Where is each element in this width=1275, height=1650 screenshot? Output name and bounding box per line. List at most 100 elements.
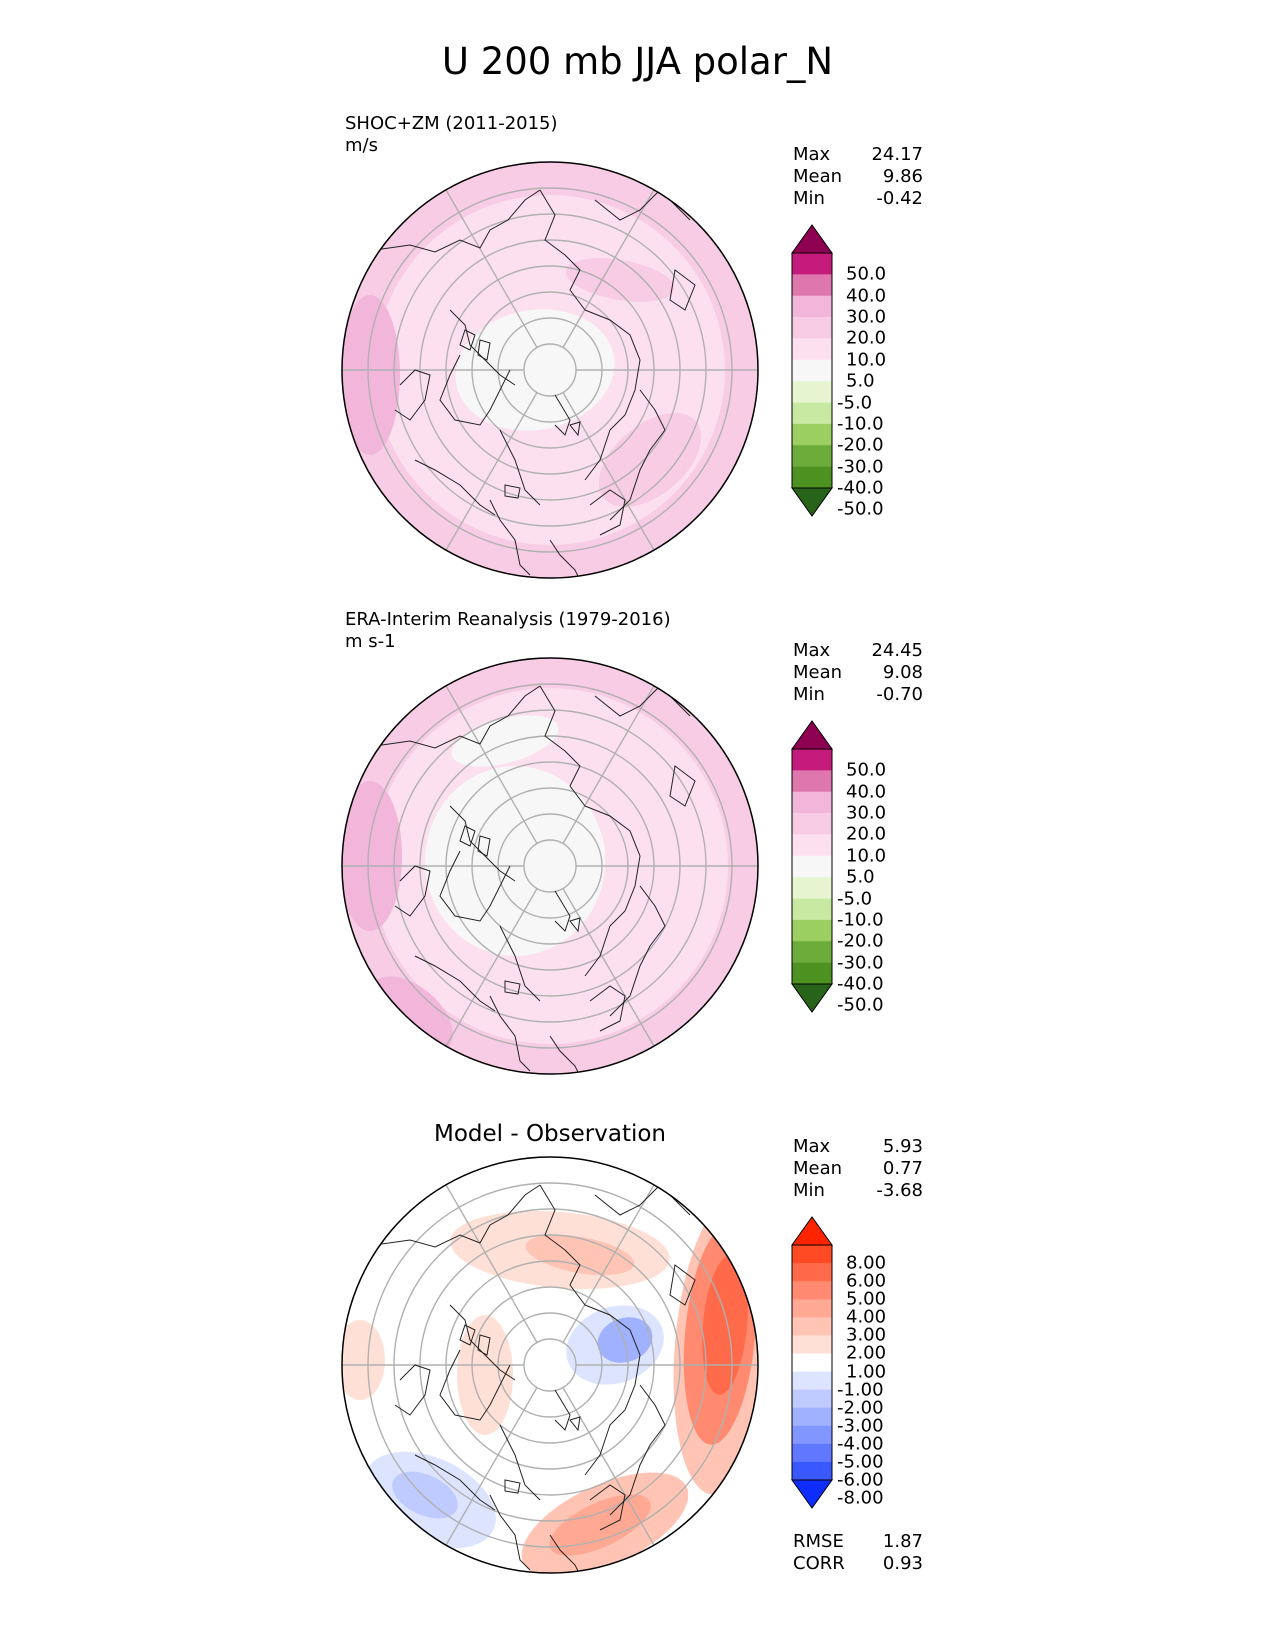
colorbar-tick-label: 20.0: [846, 823, 887, 845]
colorbar-tick-label: -20.0: [837, 930, 884, 952]
polar-map-observation: [341, 657, 759, 1075]
colorbar-segment: [792, 1371, 832, 1391]
colorbar-tick-label: -50.0: [837, 498, 884, 520]
coastline-segment: [459, 1324, 476, 1346]
colorbar-extend-bottom: [791, 983, 833, 1013]
coastline-segment: [669, 269, 696, 311]
contour-region: [342, 1320, 385, 1400]
coastline-segment: [394, 369, 431, 421]
metrics-box: RMSE 1.87 CORR 0.93: [793, 1531, 923, 1574]
colorbar-extend-top: [791, 224, 833, 254]
colorbar-segment: [792, 855, 832, 878]
meridian-line: [562, 392, 655, 551]
coastline-segment: [477, 1334, 491, 1356]
colorbar-outline: [791, 252, 833, 489]
contour-region: [702, 1255, 748, 1395]
colorbar-tick-label: 30.0: [846, 306, 887, 328]
figure-title: U 200 mb JJA polar_N: [441, 40, 834, 83]
contour-region: [565, 258, 675, 302]
colorbar-tick-label: -20.0: [837, 434, 884, 456]
contour-region: [392, 1471, 458, 1519]
coastline-segment: [449, 309, 516, 386]
coastline-segment: [374, 189, 541, 253]
colorbar-segment: [792, 1389, 832, 1409]
colorbar-segment: [792, 466, 832, 489]
map-boundary: [341, 161, 759, 579]
colorbar-segment: [792, 317, 832, 339]
meridian-line: [445, 392, 538, 551]
colorbar-tick-label: 5.0: [846, 866, 875, 888]
colorbar-tick-label: 3.00: [846, 1324, 887, 1346]
colorbar-extend-bottom: [791, 487, 833, 517]
colorbar-outline: [791, 1244, 833, 1481]
coastline-segment: [584, 805, 641, 977]
coastlines: [374, 1184, 696, 1573]
coastline-segment: [439, 1349, 511, 1421]
coastlines: [374, 189, 696, 578]
coastline-segment: [459, 825, 476, 847]
colorbar-segment: [792, 962, 832, 985]
coastline-segment: [504, 1479, 521, 1494]
colorbar-tick-label: -5.0: [837, 888, 873, 910]
coastline-segment: [594, 685, 691, 717]
colorbar-tick-label: 5.00: [846, 1288, 887, 1310]
colorbar-segment: [792, 1245, 832, 1264]
colorbar-tick-label: -6.00: [837, 1469, 884, 1491]
colorbar-tick-label: -2.00: [837, 1397, 884, 1419]
colorbar-extend-top: [791, 720, 833, 750]
colorbar-tick-label: -10.0: [837, 909, 884, 931]
colorbar-segment: [792, 295, 832, 318]
colorbar-tick-label: 6.00: [846, 1270, 887, 1292]
coastline-segment: [539, 1184, 586, 1306]
map-boundary: [341, 1156, 759, 1574]
coastline-segment: [569, 917, 581, 933]
coastline-segment: [374, 1184, 541, 1248]
colorbar-tick-label: 20.0: [846, 327, 887, 349]
colorbar-segment: [792, 445, 832, 468]
coastline-segment: [394, 865, 431, 917]
coastline-segment: [589, 985, 626, 1032]
meridian-line: [562, 685, 655, 844]
coastline-segment: [589, 1484, 626, 1531]
colorbar-extend-bottom: [791, 1479, 833, 1509]
coastline-segment: [549, 1534, 581, 1573]
coastline-segment: [554, 394, 571, 436]
colorbar-segment: [792, 1353, 832, 1373]
coastline-segment: [439, 850, 511, 922]
coastline-segment: [549, 1035, 581, 1074]
colorbar-segment: [792, 381, 832, 404]
coastline-segment: [669, 1264, 696, 1306]
graticule: [342, 187, 758, 553]
colorbar-segment: [792, 1461, 832, 1481]
coastline-segment: [504, 980, 521, 995]
coastline-segment: [489, 499, 531, 576]
colorbar: [791, 720, 833, 1013]
colorbar-segment: [792, 877, 832, 900]
coastline-segment: [374, 685, 541, 749]
coastline-segment: [414, 459, 496, 516]
panel-title: Model - Observation: [433, 1121, 667, 1147]
coastline-segment: [499, 925, 541, 1002]
colorbar-tick-label: 40.0: [846, 285, 887, 307]
coastline-segment: [569, 421, 581, 437]
colorbar-segment: [792, 402, 832, 425]
colorbar-segment: [792, 770, 832, 793]
colorbar-tick-label: 4.00: [846, 1306, 887, 1328]
coastline-segment: [504, 484, 521, 499]
meridian-line: [445, 1184, 538, 1343]
coastlines: [374, 685, 696, 1074]
coastline-segment: [414, 1454, 496, 1511]
meridian-line: [445, 189, 538, 348]
polar-map-model: [341, 161, 759, 579]
colorbar-tick-label: 30.0: [846, 802, 887, 824]
colorbar-segment: [792, 1425, 832, 1445]
coastline-segment: [449, 805, 516, 882]
contour-region: [549, 1494, 651, 1556]
meridian-line: [562, 1184, 655, 1343]
colorbar-tick-label: -40.0: [837, 973, 884, 995]
panel-title: ERA-Interim Reanalysis (1979-2016) m s-1: [345, 609, 671, 652]
colorbar-tick-label: 40.0: [846, 781, 887, 803]
coastline-segment: [594, 189, 691, 221]
colorbar-tick-label: 2.00: [846, 1342, 887, 1364]
colorbar-tick-label: -40.0: [837, 477, 884, 499]
